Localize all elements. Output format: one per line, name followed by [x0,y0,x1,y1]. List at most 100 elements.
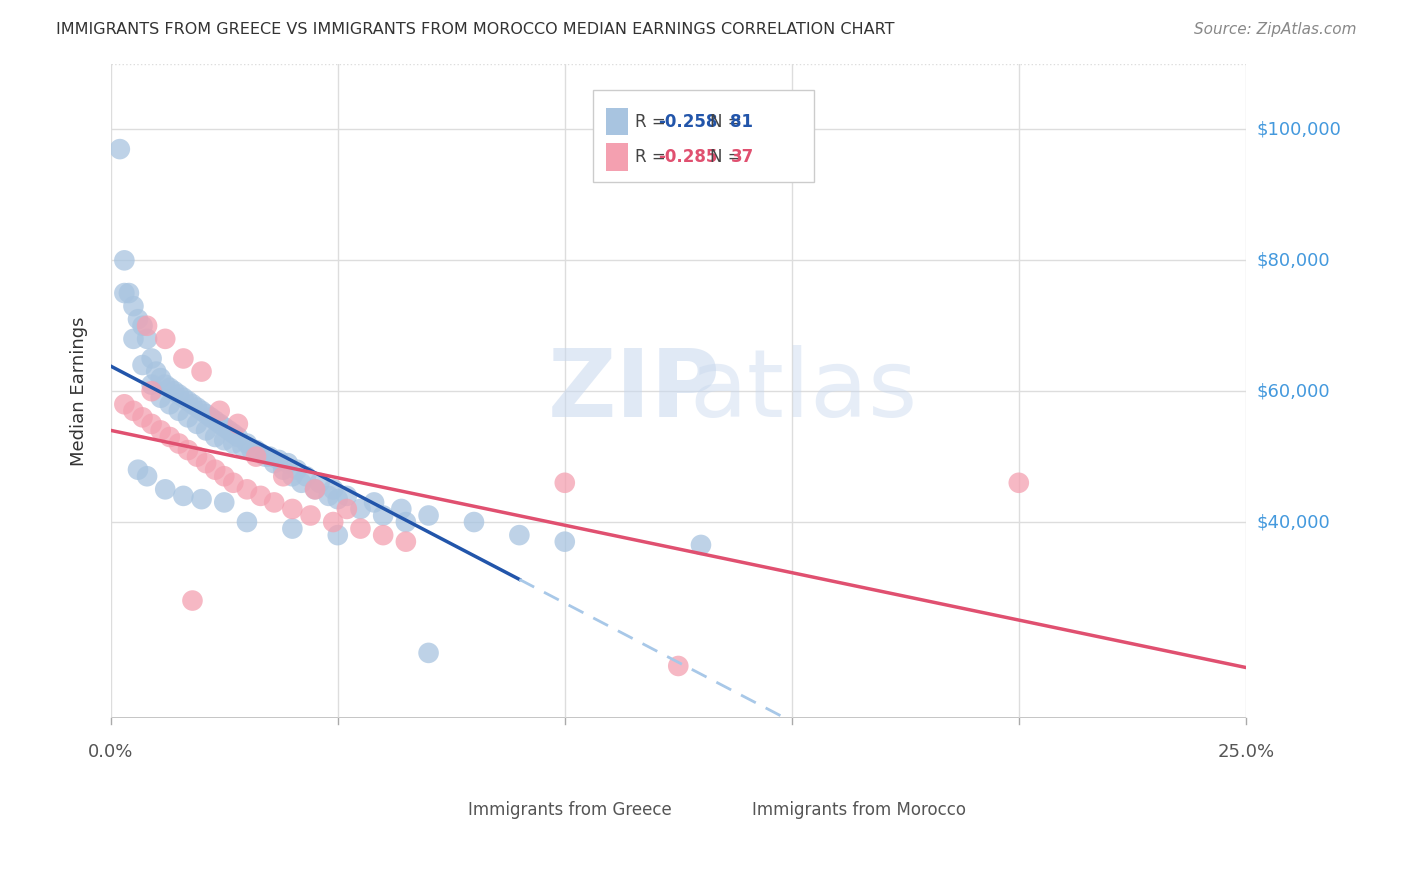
Point [208,417,231,431]
Point [554,475,576,490]
Point [204,430,226,444]
Point [222,436,245,450]
Point [159,381,181,395]
Point [149,371,172,385]
Point [271,469,294,483]
Point [395,534,418,549]
Point [118,286,141,301]
Point [236,436,259,450]
Point [336,502,359,516]
Point [141,384,163,399]
Text: $60,000: $60,000 [1257,382,1330,401]
Point [131,318,153,333]
Bar [606,108,628,136]
Point [190,365,212,379]
Point [373,508,395,523]
Point [195,456,218,470]
Point [231,440,253,454]
Text: -0.258: -0.258 [658,112,717,130]
Point [281,469,304,483]
Point [149,424,172,438]
Point [418,646,440,660]
Point [122,404,145,418]
Point [304,483,326,497]
Text: 81: 81 [731,112,754,130]
Point [245,443,267,458]
Point [112,397,135,411]
Point [240,443,263,458]
Point [222,475,245,490]
Bar [593,90,814,182]
Point [136,318,159,333]
Point [271,463,294,477]
Point [236,483,259,497]
Point [281,502,304,516]
Point [299,508,322,523]
Point [254,450,277,464]
Point [212,434,235,448]
Point [322,515,344,529]
Point [285,463,308,477]
Text: -0.285: -0.285 [658,148,717,166]
Point [259,450,281,464]
Point [418,508,440,523]
Point [212,495,235,509]
Text: Source: ZipAtlas.com: Source: ZipAtlas.com [1194,22,1357,37]
Point [218,424,240,438]
Point [267,453,290,467]
Text: atlas: atlas [689,345,918,437]
Point [172,489,194,503]
Bar [440,799,463,821]
Point [236,515,259,529]
Point [318,489,340,503]
Point [122,299,145,313]
Point [141,417,163,431]
Point [177,394,200,409]
Point [363,495,385,509]
Point [127,463,149,477]
Point [326,528,349,542]
Point [195,424,218,438]
Point [304,483,326,497]
Point [195,407,218,421]
Point [167,404,190,418]
Point [159,397,181,411]
Text: ZIP: ZIP [548,345,721,437]
Point [508,528,530,542]
Point [666,659,689,673]
Point [281,522,304,536]
Point [112,253,135,268]
Point [181,593,204,607]
Point [172,391,194,405]
Point [204,414,226,428]
Point [172,351,194,366]
Text: 0.0%: 0.0% [89,743,134,762]
Point [177,410,200,425]
Point [308,475,330,490]
Point [136,332,159,346]
Text: $100,000: $100,000 [1257,120,1341,138]
Point [554,534,576,549]
Point [177,443,200,458]
Point [167,387,190,401]
Point [145,365,167,379]
Point [186,450,208,464]
Point [204,463,226,477]
Point [277,456,299,470]
Point [245,450,267,464]
Text: $40,000: $40,000 [1257,513,1330,531]
Point [163,384,186,399]
Point [186,417,208,431]
Point [190,492,212,507]
Point [155,332,177,346]
Point [131,410,153,425]
Point [249,489,271,503]
Point [141,351,163,366]
Text: R =: R = [636,112,671,130]
Point [226,417,249,431]
Point [263,456,285,470]
Point [208,404,231,418]
Point [395,515,418,529]
Text: Immigrants from Greece: Immigrants from Greece [468,801,672,819]
Point [373,528,395,542]
